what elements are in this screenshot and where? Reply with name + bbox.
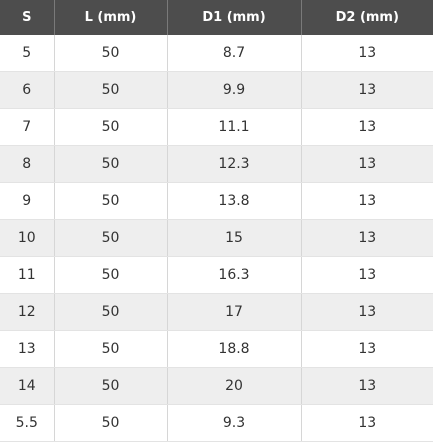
cell-d2: 13 bbox=[301, 219, 433, 257]
table-row: 5.5 50 9.3 13 bbox=[0, 404, 433, 442]
column-header-d1: D1 (mm) bbox=[167, 0, 302, 35]
cell-d1: 18.8 bbox=[167, 330, 302, 368]
table-row: 13 50 18.8 13 bbox=[0, 330, 433, 368]
cell-s: 5 bbox=[0, 35, 55, 72]
cell-d1: 17 bbox=[167, 293, 302, 331]
cell-d2: 13 bbox=[301, 404, 433, 442]
cell-l: 50 bbox=[54, 108, 168, 146]
cell-l: 50 bbox=[54, 182, 168, 220]
table-row: 7 50 11.1 13 bbox=[0, 108, 433, 146]
table-body: 5 50 8.7 13 6 50 9.9 13 7 50 11.1 13 8 5… bbox=[0, 35, 433, 442]
cell-s: 13 bbox=[0, 330, 55, 368]
cell-l: 50 bbox=[54, 293, 168, 331]
cell-d2: 13 bbox=[301, 293, 433, 331]
cell-d1: 20 bbox=[167, 367, 302, 405]
cell-l: 50 bbox=[54, 71, 168, 109]
cell-l: 50 bbox=[54, 256, 168, 294]
table-row: 9 50 13.8 13 bbox=[0, 182, 433, 220]
cell-d1: 13.8 bbox=[167, 182, 302, 220]
cell-d1: 9.9 bbox=[167, 71, 302, 109]
cell-d2: 13 bbox=[301, 35, 433, 72]
cell-d2: 13 bbox=[301, 367, 433, 405]
table-row: 8 50 12.3 13 bbox=[0, 145, 433, 183]
cell-s: 11 bbox=[0, 256, 55, 294]
cell-d1: 12.3 bbox=[167, 145, 302, 183]
cell-d1: 15 bbox=[167, 219, 302, 257]
column-header-l: L (mm) bbox=[54, 0, 168, 35]
cell-l: 50 bbox=[54, 219, 168, 257]
cell-s: 9 bbox=[0, 182, 55, 220]
cell-l: 50 bbox=[54, 35, 168, 72]
cell-d2: 13 bbox=[301, 182, 433, 220]
cell-s: 7 bbox=[0, 108, 55, 146]
column-header-d2: D2 (mm) bbox=[301, 0, 433, 35]
table-header: S L (mm) D1 (mm) D2 (mm) bbox=[0, 0, 433, 35]
cell-s: 5.5 bbox=[0, 404, 55, 442]
cell-d1: 9.3 bbox=[167, 404, 302, 442]
cell-l: 50 bbox=[54, 404, 168, 442]
cell-d2: 13 bbox=[301, 71, 433, 109]
header-row: S L (mm) D1 (mm) D2 (mm) bbox=[0, 0, 433, 35]
cell-d2: 13 bbox=[301, 108, 433, 146]
table-row: 10 50 15 13 bbox=[0, 219, 433, 257]
table-row: 12 50 17 13 bbox=[0, 293, 433, 331]
cell-s: 8 bbox=[0, 145, 55, 183]
cell-l: 50 bbox=[54, 330, 168, 368]
cell-s: 6 bbox=[0, 71, 55, 109]
cell-d1: 11.1 bbox=[167, 108, 302, 146]
table-row: 6 50 9.9 13 bbox=[0, 71, 433, 109]
cell-d1: 16.3 bbox=[167, 256, 302, 294]
table-row: 14 50 20 13 bbox=[0, 367, 433, 405]
cell-l: 50 bbox=[54, 145, 168, 183]
cell-l: 50 bbox=[54, 367, 168, 405]
column-header-s: S bbox=[0, 0, 55, 35]
cell-s: 10 bbox=[0, 219, 55, 257]
cell-s: 14 bbox=[0, 367, 55, 405]
cell-d1: 8.7 bbox=[167, 35, 302, 72]
cell-d2: 13 bbox=[301, 145, 433, 183]
cell-d2: 13 bbox=[301, 256, 433, 294]
table-row: 5 50 8.7 13 bbox=[0, 35, 433, 72]
table-row: 11 50 16.3 13 bbox=[0, 256, 433, 294]
cell-d2: 13 bbox=[301, 330, 433, 368]
cell-s: 12 bbox=[0, 293, 55, 331]
